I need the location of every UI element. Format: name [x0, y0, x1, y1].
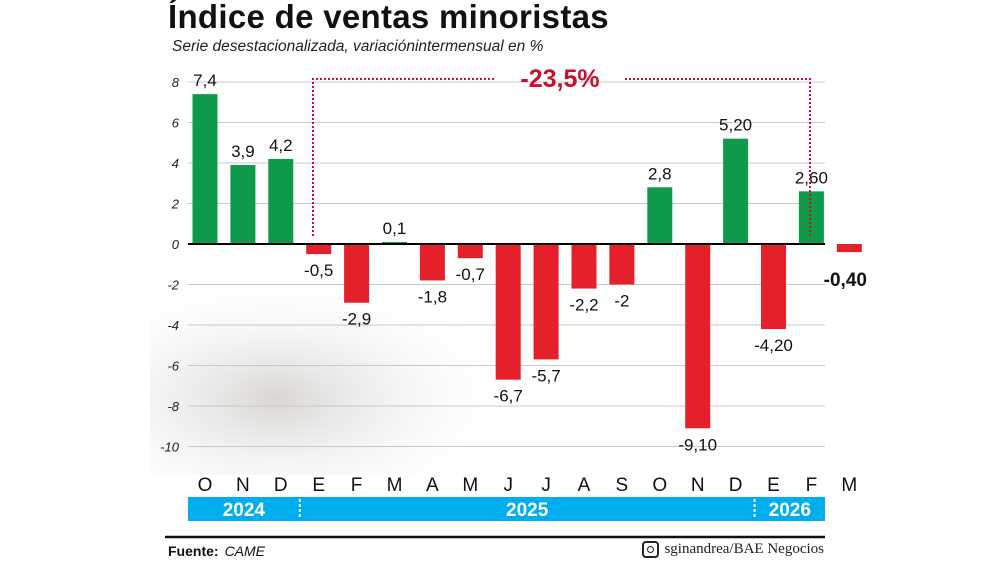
year-label: 2026: [769, 500, 811, 521]
x-tick-label: A: [426, 475, 439, 496]
data-label: -1,8: [418, 287, 447, 306]
x-tick-label: J: [503, 475, 513, 496]
y-tick-label: 8: [172, 75, 180, 90]
x-tick-label: O: [198, 475, 213, 496]
x-tick-label: N: [691, 475, 705, 496]
y-tick-label: -8: [167, 399, 179, 414]
data-label: 2,8: [648, 164, 672, 183]
bar: [647, 187, 673, 244]
chart-subtitle: Serie desestacionalizada, variacióninter…: [172, 38, 544, 55]
bar: [306, 244, 332, 255]
bar: [457, 244, 483, 259]
data-label: 7,4: [193, 71, 217, 90]
bar: [685, 244, 711, 429]
bar: [533, 244, 559, 360]
y-tick-label: 6: [172, 116, 180, 131]
y-tick-label: -10: [160, 440, 180, 455]
source: Fuente: CAME: [168, 543, 265, 559]
x-tick-label: M: [462, 475, 478, 496]
x-tick-label: M: [387, 475, 403, 496]
data-label: -0,7: [456, 265, 485, 284]
x-tick-label: F: [351, 475, 363, 496]
data-label: -9,10: [678, 435, 717, 454]
background-photo: [150, 285, 510, 475]
y-tick-label: -6: [167, 359, 179, 374]
x-tick-label: F: [806, 475, 818, 496]
annotation-bracket-right: [625, 78, 811, 236]
x-tick-label: J: [541, 475, 551, 496]
bar: [230, 165, 256, 244]
y-tick-label: -2: [167, 278, 179, 293]
annotation-label: -23,5%: [520, 65, 599, 93]
data-label: -6,7: [494, 387, 523, 406]
bar: [723, 138, 749, 244]
x-tick-label: M: [841, 475, 857, 496]
x-tick-label: E: [767, 475, 780, 496]
data-label: 2,60: [795, 168, 828, 187]
data-label: 0,1: [383, 219, 407, 238]
annotation-bracket-left: [312, 78, 495, 236]
y-tick-label: 0: [172, 237, 180, 252]
y-tick-label: 4: [172, 156, 179, 171]
bar: [798, 191, 824, 244]
instagram-icon: [642, 541, 660, 558]
bar: [495, 244, 521, 380]
bar: [571, 244, 597, 289]
y-tick-label: -4: [167, 318, 179, 333]
data-label: -2: [614, 292, 629, 311]
data-label: -0,5: [304, 261, 333, 280]
data-label: -2,9: [342, 310, 371, 329]
data-label: -2,2: [569, 296, 598, 315]
x-tick-label: O: [652, 475, 667, 496]
x-tick-label: D: [729, 475, 743, 496]
chart-title: Índice de ventas minoristas: [168, 0, 609, 35]
bar: [836, 244, 862, 253]
data-label: -4,20: [754, 336, 793, 355]
source-value: CAME: [224, 543, 266, 559]
data-label: -5,7: [531, 366, 560, 385]
bar: [609, 244, 635, 285]
x-tick-label: E: [312, 475, 325, 496]
y-tick-label: 2: [171, 197, 180, 212]
bar: [192, 94, 218, 245]
x-tick-label: A: [578, 475, 591, 496]
source-label: Fuente:: [168, 543, 219, 559]
year-label: 2024: [223, 500, 266, 521]
data-label: -0,40: [824, 270, 867, 291]
bar: [382, 241, 407, 244]
data-label: 4,2: [269, 136, 293, 155]
data-label: 5,20: [719, 116, 752, 135]
bar: [268, 158, 294, 244]
credit: sginandrea/BAE Negocios: [642, 541, 824, 558]
data-label: 3,9: [231, 142, 255, 161]
credit-text: sginandrea/BAE Negocios: [664, 541, 824, 557]
x-tick-label: S: [616, 475, 629, 496]
year-band: [188, 497, 825, 521]
bar: [419, 244, 445, 281]
year-label: 2025: [506, 500, 549, 521]
x-tick-label: D: [274, 475, 288, 496]
bar: [344, 244, 370, 303]
bar: [761, 244, 786, 330]
x-tick-label: N: [236, 475, 250, 496]
